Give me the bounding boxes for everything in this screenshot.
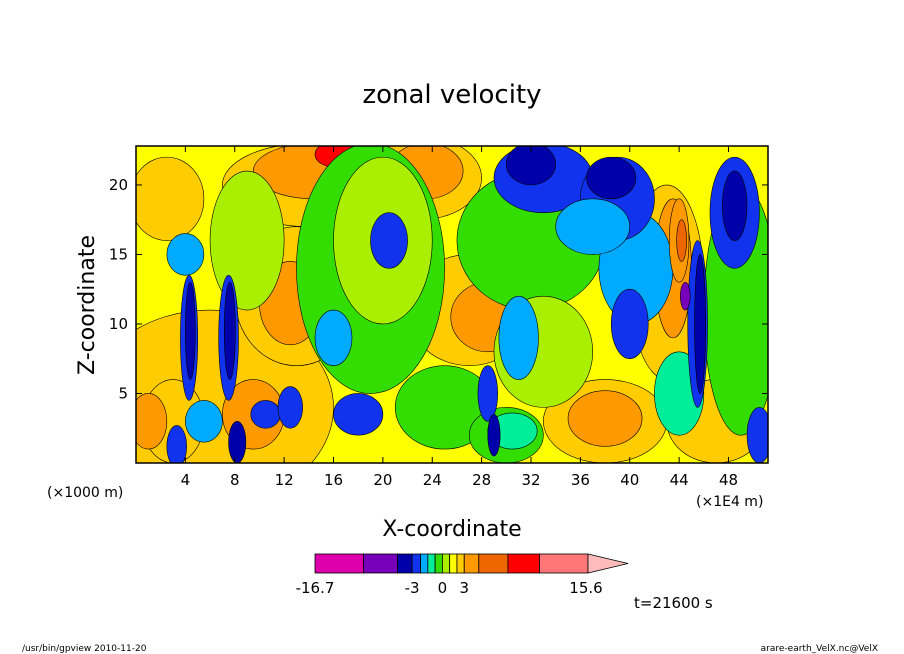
- y-tick-label: 5: [118, 384, 128, 402]
- colorbar-swatch: [441, 553, 451, 574]
- x-tick-label: 48: [719, 471, 738, 489]
- x-tick-label: 24: [423, 471, 442, 489]
- colorbar-swatch: [363, 553, 398, 574]
- x-tick-label: 8: [230, 471, 240, 489]
- colorbar-tick-label: 15.6: [569, 579, 602, 597]
- velocity-contour-region: [136, 393, 168, 450]
- velocity-contour-region: [567, 390, 643, 447]
- x-tick-label: 44: [670, 471, 689, 489]
- velocity-contour-region: [333, 393, 384, 436]
- velocity-contour-region: [555, 198, 631, 255]
- colorbar-tick-label: -16.7: [296, 579, 335, 597]
- velocity-contour-region: [370, 212, 408, 269]
- plot-frame: [135, 145, 769, 464]
- velocity-field: [136, 146, 768, 463]
- x-tick-label: 32: [521, 471, 540, 489]
- velocity-contour-region: [166, 233, 205, 276]
- velocity-contour-region: [185, 281, 196, 380]
- velocity-contour-region: [228, 420, 247, 463]
- y-unit-label: (×1000 m): [47, 485, 123, 501]
- velocity-contour-region: [676, 219, 687, 262]
- footer-left: /usr/bin/gpview 2010-11-20: [22, 644, 147, 654]
- x-tick-label: 36: [571, 471, 590, 489]
- y-tick-label: 10: [109, 315, 128, 333]
- colorbar-tick-label: 3: [459, 579, 469, 597]
- x-axis-label: X-coordinate: [382, 517, 521, 542]
- colorbar-swatch: [449, 553, 458, 574]
- velocity-contour-region: [166, 425, 187, 463]
- colorbar-swatch: [434, 553, 443, 574]
- y-axis: 5 10 15 20: [109, 176, 768, 402]
- velocity-contour-region: [185, 400, 223, 443]
- velocity-contour-region: [722, 170, 748, 241]
- footer-right: arare-earth_VelX.nc@VelX: [761, 644, 878, 654]
- colorbar-swatch: [314, 553, 364, 574]
- x-unit-label: (×1E4 m): [696, 494, 763, 510]
- velocity-contour-region: [610, 288, 649, 360]
- colorbar-tick-label: -3: [405, 579, 420, 597]
- colorbar-swatch: [411, 553, 421, 574]
- colorbar-swatch: [478, 553, 509, 574]
- x-tick-label: 16: [324, 471, 343, 489]
- colorbar-extend-arrow: [587, 553, 629, 574]
- velocity-contour-region: [487, 414, 501, 457]
- y-tick-label: 15: [109, 245, 128, 263]
- colorbar-swatch: [539, 553, 589, 574]
- colorbar-swatch: [456, 553, 465, 574]
- chart-title: zonal velocity: [362, 80, 541, 110]
- x-tick-label: 40: [620, 471, 639, 489]
- velocity-contour-region: [586, 156, 637, 200]
- colorbar-tick-labels: -16.7 -3 0 3 15.6: [296, 579, 603, 597]
- colorbar-swatch: [463, 553, 480, 574]
- time-label: t=21600 s: [634, 594, 713, 612]
- colorbar-swatch: [507, 553, 540, 574]
- y-axis-label: Z-coordinate: [75, 235, 100, 375]
- velocity-contour-region: [250, 400, 281, 429]
- colorbar-swatch: [397, 553, 413, 574]
- velocity-contour-region: [314, 309, 353, 366]
- colorbar-swatch: [427, 553, 436, 574]
- velocity-contour-region: [277, 386, 303, 429]
- velocity-contour-region: [498, 295, 539, 380]
- colorbar-swatch: [420, 553, 429, 574]
- velocity-contour-region: [223, 281, 236, 380]
- y-tick-label: 20: [109, 176, 128, 194]
- colorbar: [314, 553, 629, 574]
- x-tick-label: 28: [472, 471, 491, 489]
- velocity-contour-region: [680, 281, 691, 311]
- velocity-contour-region: [209, 170, 285, 311]
- plot-area: [135, 145, 769, 464]
- velocity-contour-region: [746, 407, 768, 463]
- x-axis: 4 8 12 16 20 24 28 32 36 40 44 48: [181, 146, 738, 489]
- velocity-contour-region: [477, 365, 498, 422]
- x-tick-label: 4: [181, 471, 191, 489]
- x-tick-label: 12: [275, 471, 294, 489]
- velocity-contour-region: [694, 254, 706, 394]
- velocity-contour-region: [136, 156, 205, 241]
- velocity-contour-region: [506, 146, 556, 186]
- x-tick-label: 20: [373, 471, 392, 489]
- colorbar-tick-label: 0: [438, 579, 448, 597]
